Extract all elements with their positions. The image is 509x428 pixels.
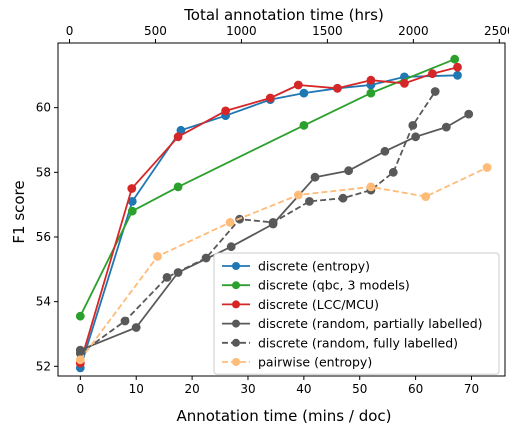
x2-tick-label: 500 [144,24,167,38]
data-point [225,217,235,227]
x-tick-label: 40 [296,382,311,396]
x2-tick-label: 2000 [398,24,429,38]
legend-label: discrete (LCC/MCU) [258,297,379,312]
legend-label: discrete (random, partially labelled) [258,316,483,331]
data-point [299,121,309,130]
data-point [482,163,492,172]
x-tick-label: 10 [129,382,144,396]
legend-label: pairwise (entropy) [258,355,372,370]
legend-entry: pairwise (entropy) [222,355,372,370]
legend-label: discrete (qbc, 3 models) [258,278,410,293]
data-point [304,196,314,206]
legend: discrete (entropy) discrete (qbc, 3 model… [213,252,500,375]
data-point [127,206,137,216]
y-tick-label: 56 [36,230,51,244]
data-point [338,193,348,203]
data-point [399,79,409,88]
data-point [411,132,421,142]
data-point [430,87,440,96]
x-tick-label: 20 [184,382,199,396]
data-point [201,253,211,263]
data-point [388,167,398,177]
data-point [293,190,303,200]
series-line [79,58,456,317]
data-point [162,272,172,282]
y-tick-label: 54 [36,295,51,309]
data-point [153,251,162,261]
data-point [464,109,474,119]
data-point [310,172,320,182]
y-axis-label: F1 score [10,180,28,243]
series-line [79,91,436,355]
series-2 [75,62,462,368]
data-point [380,146,390,156]
x-axis-label: Annotation time (mins / doc) [176,407,391,425]
axes-frame [57,42,506,377]
x2-tick-label: 0 [66,24,74,38]
legend-marker [232,319,240,328]
legend-entry: discrete (random, partially labelled) [222,316,483,331]
data-point [441,122,451,132]
y-tick-label: 60 [36,101,51,115]
data-point [268,217,278,227]
data-point [366,182,376,192]
legend-entry: discrete (random, fully labelled) [222,335,458,350]
x-tick-label: 70 [464,382,479,396]
data-point [120,316,130,326]
data-point [453,62,462,72]
data-point [75,355,85,365]
series-4 [75,87,440,358]
x2-tick-label: 1000 [226,24,257,38]
x2-tick-label: 1500 [312,24,343,38]
data-point [173,132,183,142]
data-point [75,311,85,321]
data-point [453,70,462,80]
x-tick-label: 0 [77,382,85,396]
legend-marker [232,281,240,290]
y-tick-label: 52 [36,359,51,373]
legend-label: discrete (entropy) [258,259,370,274]
series-layer [75,54,492,373]
series-1 [75,54,460,321]
legend-entry: discrete (qbc, 3 models) [222,278,410,293]
data-point [450,54,460,64]
legend-entry: discrete (LCC/MCU) [222,297,379,312]
legend-box [213,252,500,375]
x-tick-label: 30 [240,382,255,396]
legend-entry: discrete (entropy) [222,259,370,274]
axes-layer: 0 10 20 30 40 50 60 70 52 54 56 58 60 0 500 1000 1500 200… [36,24,509,396]
legend-marker [232,358,240,366]
legend-marker [232,300,240,309]
data-point [173,182,183,192]
x2-tick-label: 2500 [484,24,509,38]
data-point [366,75,376,85]
x-tick-label: 60 [408,382,423,396]
y-tick-label: 58 [36,165,51,179]
legend-label: discrete (random, fully labelled) [258,335,458,350]
data-point [366,88,376,98]
x2-axis-label: Total annotation time (hrs) [183,6,384,24]
data-point [221,106,231,116]
x-tick-label: 50 [352,382,367,396]
data-point [421,192,431,202]
series-5 [75,163,492,365]
data-point [131,323,141,332]
data-point [332,83,342,93]
legend-marker [232,262,240,270]
data-point [226,242,236,252]
data-point [408,121,418,130]
data-point [127,184,137,193]
data-point [293,80,303,90]
data-point [344,166,354,176]
data-point [427,69,437,79]
legend-marker [232,338,240,347]
data-point [299,88,309,98]
data-point [265,93,275,103]
